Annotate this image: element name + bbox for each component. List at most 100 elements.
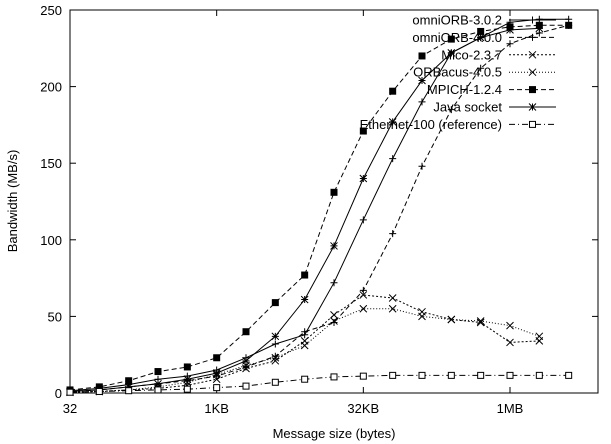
legend-marker: [529, 120, 536, 128]
legend-label: Ethernet-100 (reference): [360, 117, 502, 132]
data-point: [183, 375, 192, 384]
y-tick-label: 0: [55, 386, 62, 401]
series-line: [69, 24, 569, 391]
data-point: [447, 106, 455, 114]
data-point: [330, 279, 338, 287]
data-point: [565, 21, 573, 29]
data-point: [447, 49, 456, 57]
legend-label: Mico-2.3.7: [441, 47, 502, 62]
data-point: [476, 318, 485, 327]
data-point: [330, 317, 338, 325]
y-tick-label: 100: [40, 233, 62, 248]
series-line: [69, 24, 569, 392]
series-5: [66, 24, 544, 396]
x-tick-label: 32KB: [347, 401, 379, 416]
series-6: [66, 371, 573, 396]
data-point: [477, 27, 485, 35]
data-point: [271, 340, 279, 348]
tick-layer: 0 50 100 150 200 250 32 1KB 32KB 1MB: [40, 3, 598, 416]
data-point: [330, 311, 338, 319]
data-point: [301, 271, 309, 279]
data-point: [330, 188, 338, 196]
data-point: [359, 174, 368, 183]
data-point: [477, 64, 485, 72]
data-point: [213, 354, 221, 362]
data-point: [183, 385, 191, 393]
data-point: [389, 155, 397, 163]
data-point: [271, 356, 280, 365]
plot-frame: [69, 9, 599, 394]
data-point: [506, 26, 514, 34]
data-point: [418, 76, 426, 85]
data-point: [535, 24, 544, 33]
data-point: [124, 383, 133, 391]
y-tick-label: 250: [40, 3, 62, 18]
data-point: [418, 98, 426, 106]
data-point: [359, 291, 368, 299]
x-tick-label: 1MB: [497, 401, 524, 416]
data-point: [388, 304, 397, 313]
data-point: [154, 386, 162, 394]
data-point: [389, 87, 397, 95]
data-point: [212, 369, 221, 377]
data-point: [242, 328, 250, 336]
legend-marker: [528, 103, 537, 111]
data-point: [300, 295, 309, 304]
data-point: [506, 338, 514, 347]
data-point: [359, 372, 367, 380]
data-point: [535, 371, 543, 379]
legend-marker: [529, 86, 536, 94]
y-tick-label: 50: [48, 309, 62, 324]
legend-label: Java socket: [433, 100, 502, 115]
data-point: [565, 15, 573, 23]
legend-label: ORBacus-4.0.5: [413, 65, 502, 80]
data-point: [271, 332, 280, 341]
data-point: [242, 364, 250, 373]
x-tick-label: 32: [63, 401, 77, 416]
data-point: [506, 40, 514, 48]
data-point: [535, 15, 543, 23]
data-point: [183, 363, 191, 371]
data-point: [476, 33, 485, 42]
legend-marker: [529, 16, 536, 24]
data-point: [242, 382, 250, 390]
data-point: [388, 294, 397, 302]
data-point: [271, 378, 279, 386]
data-point: [95, 387, 103, 395]
data-point: [476, 317, 485, 325]
data-point: [447, 35, 455, 43]
x-axis-label: Message size (bytes): [273, 426, 396, 441]
legend-marker: [528, 50, 537, 59]
data-point: [301, 328, 309, 336]
data-point: [388, 117, 397, 126]
legend-marker: [528, 68, 537, 77]
data-point: [447, 315, 456, 324]
data-point: [125, 387, 133, 395]
legend-label: MPICH-1.2.4: [427, 82, 502, 97]
data-point: [154, 368, 162, 376]
data-point: [330, 373, 338, 381]
series-line: [69, 18, 569, 392]
data-point: [271, 353, 280, 362]
y-tick-label: 200: [40, 80, 62, 95]
data-point: [418, 312, 426, 321]
data-point: [330, 242, 338, 250]
data-point: [359, 286, 367, 294]
data-point: [301, 375, 309, 383]
y-axis-label: Bandwidth (MB/s): [5, 150, 20, 253]
data-point: [389, 230, 397, 238]
data-point: [418, 52, 426, 60]
data-point: [418, 371, 426, 379]
data-point: [389, 371, 397, 379]
data-point: [213, 384, 221, 392]
legend-label: omniORB-3.0.2: [412, 13, 502, 28]
data-point: [271, 352, 279, 360]
data-point: [242, 356, 250, 365]
data-point: [506, 321, 514, 330]
legend-label: omniORB-4.0.0: [412, 30, 502, 45]
data-point: [506, 371, 514, 379]
y-tick-label: 150: [40, 156, 62, 171]
data-point: [125, 377, 133, 385]
x-tick-label: 1KB: [204, 401, 229, 416]
